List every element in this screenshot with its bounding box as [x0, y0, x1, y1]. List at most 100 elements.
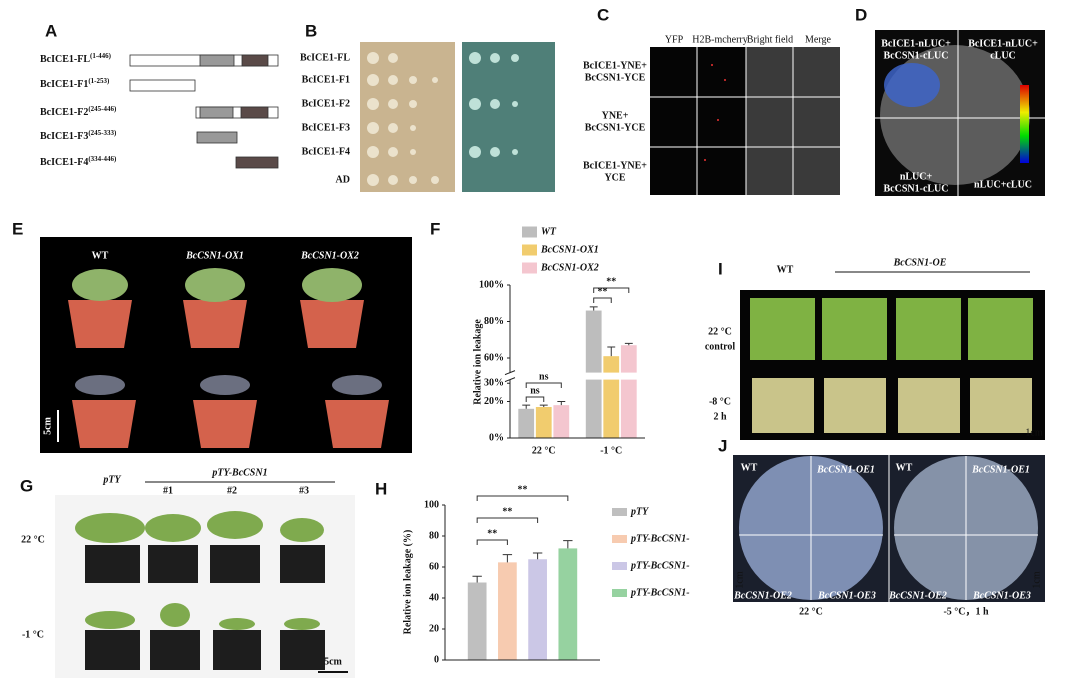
- legend-label: BcCSN1-OX2: [540, 262, 599, 273]
- y-axis-label: Relative ion leakage (%): [402, 530, 413, 635]
- legend-label: WT: [541, 226, 557, 237]
- construct-label: BcICE1-F2(245-446): [40, 105, 117, 119]
- legend-swatch: [522, 226, 537, 238]
- significance-bracket: [593, 297, 612, 303]
- error-bar: [472, 575, 482, 583]
- row-label: BcICE1-YNE+: [583, 60, 647, 71]
- y-tick-label: 0: [434, 654, 439, 665]
- legend-swatch: [612, 535, 627, 543]
- group-label: pTY-BcCSN1: [211, 467, 267, 478]
- legend-swatch: [612, 508, 627, 516]
- quadrant-label: BcCSN1-cLUC: [884, 183, 949, 194]
- yeast-plates: [360, 42, 555, 192]
- significance-label: **: [597, 286, 607, 297]
- bar: [558, 548, 578, 660]
- row-label: BcICE1-F3: [302, 122, 350, 133]
- column-label: Merge: [805, 34, 831, 45]
- quadrant-label: BcICE1-nLUC+: [881, 38, 951, 49]
- row-label: BcICE1-F2: [302, 98, 350, 109]
- line-label: BcCSN1-OX1: [185, 250, 244, 261]
- plate-label: BcCSN1-OE2: [733, 590, 792, 601]
- plate-label: WT: [896, 462, 913, 473]
- condition-label: 2 h: [713, 411, 727, 422]
- line-label: #1: [163, 485, 173, 496]
- quadrant-label: BcCSN1-cLUC: [884, 50, 949, 61]
- plate-label: BcCSN1-OE3: [972, 590, 1031, 601]
- construct-name: BcICE1-F2: [40, 107, 88, 118]
- y-axis-label: Relative ion leakage: [472, 319, 483, 405]
- legend-label: pTY-BcCSN1-: [630, 533, 690, 544]
- significance-label: **: [502, 506, 512, 517]
- panel-letter: B: [305, 21, 317, 40]
- bar: [620, 345, 637, 438]
- error-bar: [557, 401, 566, 406]
- legend-label: pTY-BcCSN1-: [630, 560, 690, 571]
- y-tick-label: 100%: [479, 279, 504, 290]
- y-tick-label: 40: [429, 592, 439, 603]
- significance-label: ns: [530, 385, 540, 396]
- panel-letter: G: [20, 476, 33, 495]
- plate-label: BcCSN1-OE1: [816, 464, 875, 475]
- condition-label: -5 °C，1 h: [943, 606, 989, 617]
- construct-range: (334-446): [88, 155, 117, 163]
- plate-label: BcCSN1-OE1: [971, 464, 1030, 475]
- plate-photo: [733, 455, 1045, 602]
- construct-range: (245-333): [88, 129, 117, 137]
- scale-label: 1cm: [1031, 571, 1042, 588]
- y-tick-label: 60%: [484, 352, 504, 363]
- column-label: Bright field: [747, 34, 793, 45]
- legend-label: pTY-BcCSN1-: [630, 587, 690, 598]
- panel-letter: C: [597, 5, 609, 24]
- significance-label: **: [606, 276, 616, 287]
- significance-label: ns: [539, 371, 549, 382]
- construct-name: BcICE1-F4: [40, 157, 88, 168]
- condition-label: 22 °C: [799, 606, 823, 617]
- y-tick-label: 0%: [489, 432, 504, 443]
- scale-label: 1cm: [734, 571, 745, 588]
- condition-label: 22 °C: [21, 534, 45, 545]
- construct-range: (245-446): [88, 105, 117, 113]
- quadrant-label: nLUC+cLUC: [974, 179, 1032, 190]
- significance-bracket: [476, 517, 539, 523]
- panel-letter: D: [855, 5, 867, 24]
- condition-label: -1 °C: [22, 629, 44, 640]
- significance-bracket: [593, 287, 630, 293]
- row-label: BcCSN1-YCE: [585, 122, 646, 133]
- x-tick-label: 22 °C: [532, 445, 556, 456]
- significance-label: **: [518, 484, 528, 495]
- luciferase-image: [875, 30, 1045, 196]
- bar: [518, 408, 535, 438]
- scale-label: 5cm: [42, 416, 53, 434]
- column-label: H2B-mcherry: [692, 34, 748, 45]
- y-tick-label: 60: [429, 561, 439, 572]
- legend-swatch: [612, 562, 627, 570]
- bar: [535, 406, 552, 438]
- column-label: YFP: [665, 34, 684, 45]
- bar: [553, 405, 570, 438]
- tray-photo: [740, 271, 1045, 440]
- control-label: pTY: [102, 474, 121, 485]
- scale-label: 1cm: [1025, 427, 1042, 438]
- error-bar: [522, 404, 531, 409]
- error-bar: [589, 306, 598, 311]
- error-bar: [502, 554, 513, 563]
- row-label: BcICE1-F1: [302, 74, 350, 85]
- bar: [467, 582, 487, 660]
- micrograph-grid: [650, 47, 840, 195]
- row-label: YCE: [604, 172, 625, 183]
- significance-bracket: [476, 539, 508, 545]
- construct-name: BcICE1-F1: [40, 79, 88, 90]
- x-tick-label: -1 °C: [600, 445, 622, 456]
- quadrant-label: cLUC: [990, 50, 1016, 61]
- quadrant-label: nLUC+: [900, 171, 933, 182]
- line-label: WT: [92, 250, 109, 261]
- error-bar: [563, 540, 573, 549]
- condition-label: 22 °C: [708, 326, 732, 337]
- significance-bracket: [525, 396, 545, 402]
- construct-diagram: [129, 54, 279, 169]
- line-label: #3: [299, 485, 309, 496]
- y-tick-label: 100: [424, 499, 439, 510]
- bar: [498, 562, 517, 660]
- line-label: BcCSN1-OX2: [300, 250, 359, 261]
